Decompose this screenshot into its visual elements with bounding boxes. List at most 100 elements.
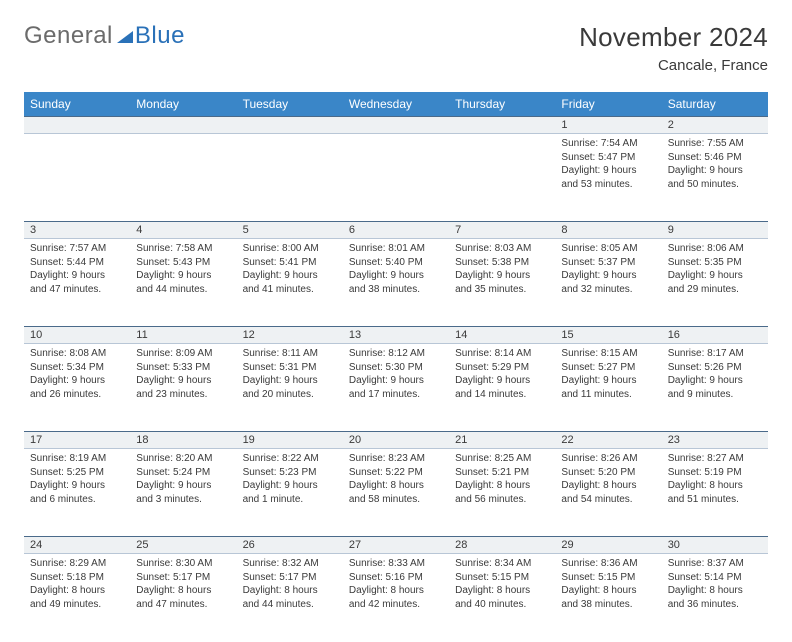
day-body-cell: Sunrise: 8:08 AMSunset: 5:34 PMDaylight:… [24,344,130,432]
day-number-cell: 30 [662,537,768,554]
day-number-cell: 20 [343,432,449,449]
day-number-cell: 11 [130,327,236,344]
day-body-cell: Sunrise: 8:19 AMSunset: 5:25 PMDaylight:… [24,449,130,537]
day-body-cell: Sunrise: 8:26 AMSunset: 5:20 PMDaylight:… [555,449,661,537]
sunrise-text: Sunrise: 8:08 AM [30,347,124,361]
day-body-cell: Sunrise: 8:15 AMSunset: 5:27 PMDaylight:… [555,344,661,432]
sunset-text: Sunset: 5:27 PM [561,361,655,375]
day-body-cell: Sunrise: 7:54 AMSunset: 5:47 PMDaylight:… [555,134,661,222]
day-number-cell: 16 [662,327,768,344]
sunrise-text: Sunrise: 8:29 AM [30,557,124,571]
daynum-row: 12 [24,117,768,134]
day-body-cell: Sunrise: 8:06 AMSunset: 5:35 PMDaylight:… [662,239,768,327]
day-number-cell: 22 [555,432,661,449]
daylight-text: Daylight: 9 hours and 50 minutes. [668,164,762,191]
daylight-text: Daylight: 9 hours and 3 minutes. [136,479,230,506]
sunset-text: Sunset: 5:14 PM [668,571,762,585]
day-body-cell: Sunrise: 8:14 AMSunset: 5:29 PMDaylight:… [449,344,555,432]
daylight-text: Daylight: 9 hours and 44 minutes. [136,269,230,296]
sunset-text: Sunset: 5:24 PM [136,466,230,480]
col-sunday: Sunday [24,92,130,117]
day-body-cell: Sunrise: 8:27 AMSunset: 5:19 PMDaylight:… [662,449,768,537]
daylight-text: Daylight: 9 hours and 23 minutes. [136,374,230,401]
daylight-text: Daylight: 9 hours and 17 minutes. [349,374,443,401]
calendar-table: Sunday Monday Tuesday Wednesday Thursday… [24,92,768,642]
location-label: Cancale, France [579,57,768,74]
sunrise-text: Sunrise: 8:27 AM [668,452,762,466]
day-number-cell: 27 [343,537,449,554]
daylight-text: Daylight: 8 hours and 42 minutes. [349,584,443,611]
day-body-cell: Sunrise: 8:34 AMSunset: 5:15 PMDaylight:… [449,554,555,642]
sunset-text: Sunset: 5:16 PM [349,571,443,585]
day-body-cell: Sunrise: 8:36 AMSunset: 5:15 PMDaylight:… [555,554,661,642]
day-number-cell: 7 [449,222,555,239]
sunrise-text: Sunrise: 8:09 AM [136,347,230,361]
daylight-text: Daylight: 8 hours and 56 minutes. [455,479,549,506]
sunrise-text: Sunrise: 7:57 AM [30,242,124,256]
daylight-text: Daylight: 9 hours and 41 minutes. [243,269,337,296]
sunset-text: Sunset: 5:34 PM [30,361,124,375]
sunrise-text: Sunrise: 8:30 AM [136,557,230,571]
weekday-header-row: Sunday Monday Tuesday Wednesday Thursday… [24,92,768,117]
day-number-cell: 18 [130,432,236,449]
logo: General Blue [24,22,185,50]
day-number-cell [237,117,343,134]
day-body-cell: Sunrise: 8:17 AMSunset: 5:26 PMDaylight:… [662,344,768,432]
day-number-cell: 14 [449,327,555,344]
day-number-cell [343,117,449,134]
day-body-cell [130,134,236,222]
sunrise-text: Sunrise: 8:06 AM [668,242,762,256]
daylight-text: Daylight: 9 hours and 29 minutes. [668,269,762,296]
sunrise-text: Sunrise: 8:14 AM [455,347,549,361]
day-body-cell [449,134,555,222]
daylight-text: Daylight: 9 hours and 9 minutes. [668,374,762,401]
day-number-cell: 9 [662,222,768,239]
day-body-row: Sunrise: 8:19 AMSunset: 5:25 PMDaylight:… [24,449,768,537]
daylight-text: Daylight: 9 hours and 35 minutes. [455,269,549,296]
col-monday: Monday [130,92,236,117]
daylight-text: Daylight: 8 hours and 38 minutes. [561,584,655,611]
daylight-text: Daylight: 8 hours and 36 minutes. [668,584,762,611]
daylight-text: Daylight: 9 hours and 47 minutes. [30,269,124,296]
day-body-row: Sunrise: 8:29 AMSunset: 5:18 PMDaylight:… [24,554,768,642]
sunset-text: Sunset: 5:30 PM [349,361,443,375]
sunset-text: Sunset: 5:35 PM [668,256,762,270]
sunset-text: Sunset: 5:15 PM [561,571,655,585]
sunset-text: Sunset: 5:29 PM [455,361,549,375]
sunset-text: Sunset: 5:17 PM [136,571,230,585]
sunrise-text: Sunrise: 8:05 AM [561,242,655,256]
sunrise-text: Sunrise: 8:17 AM [668,347,762,361]
day-body-cell: Sunrise: 8:23 AMSunset: 5:22 PMDaylight:… [343,449,449,537]
daynum-row: 10111213141516 [24,327,768,344]
sunset-text: Sunset: 5:31 PM [243,361,337,375]
day-number-cell: 10 [24,327,130,344]
day-body-cell: Sunrise: 8:32 AMSunset: 5:17 PMDaylight:… [237,554,343,642]
day-number-cell: 17 [24,432,130,449]
day-body-cell: Sunrise: 8:01 AMSunset: 5:40 PMDaylight:… [343,239,449,327]
sunset-text: Sunset: 5:26 PM [668,361,762,375]
day-body-cell: Sunrise: 8:20 AMSunset: 5:24 PMDaylight:… [130,449,236,537]
day-number-cell [130,117,236,134]
day-number-cell: 6 [343,222,449,239]
daylight-text: Daylight: 8 hours and 51 minutes. [668,479,762,506]
col-tuesday: Tuesday [237,92,343,117]
daylight-text: Daylight: 8 hours and 58 minutes. [349,479,443,506]
daylight-text: Daylight: 9 hours and 1 minute. [243,479,337,506]
col-thursday: Thursday [449,92,555,117]
daylight-text: Daylight: 9 hours and 11 minutes. [561,374,655,401]
day-body-cell: Sunrise: 8:11 AMSunset: 5:31 PMDaylight:… [237,344,343,432]
daynum-row: 24252627282930 [24,537,768,554]
sunset-text: Sunset: 5:23 PM [243,466,337,480]
sunrise-text: Sunrise: 7:55 AM [668,137,762,151]
daylight-text: Daylight: 9 hours and 53 minutes. [561,164,655,191]
daylight-text: Daylight: 9 hours and 26 minutes. [30,374,124,401]
day-number-cell: 24 [24,537,130,554]
sunrise-text: Sunrise: 8:26 AM [561,452,655,466]
sunset-text: Sunset: 5:40 PM [349,256,443,270]
sunrise-text: Sunrise: 8:20 AM [136,452,230,466]
logo-triangle-icon [117,31,133,43]
day-body-cell: Sunrise: 7:57 AMSunset: 5:44 PMDaylight:… [24,239,130,327]
col-saturday: Saturday [662,92,768,117]
day-body-cell: Sunrise: 8:22 AMSunset: 5:23 PMDaylight:… [237,449,343,537]
day-body-cell: Sunrise: 7:55 AMSunset: 5:46 PMDaylight:… [662,134,768,222]
